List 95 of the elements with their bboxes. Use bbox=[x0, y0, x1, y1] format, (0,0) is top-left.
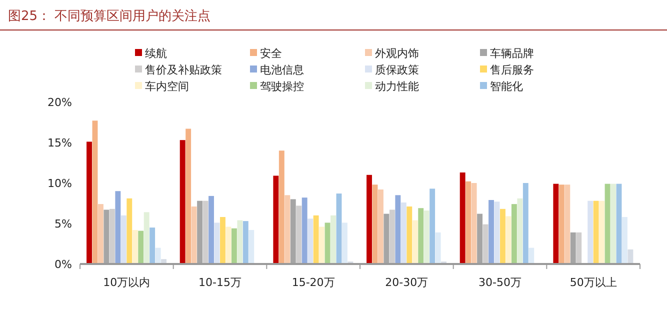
legend-label: 质保政策 bbox=[375, 64, 419, 76]
legend-label: 智能化 bbox=[490, 80, 523, 93]
bar bbox=[109, 208, 115, 264]
bar bbox=[418, 208, 424, 264]
bar bbox=[231, 228, 237, 264]
bar bbox=[616, 184, 622, 264]
bar bbox=[622, 217, 628, 264]
bar bbox=[319, 226, 325, 264]
bar bbox=[296, 206, 302, 264]
bar bbox=[138, 230, 144, 264]
bar bbox=[330, 215, 336, 264]
bar bbox=[610, 184, 616, 264]
bar bbox=[628, 249, 634, 264]
bar bbox=[599, 200, 605, 264]
bar bbox=[202, 200, 208, 264]
legend-label: 车内空间 bbox=[145, 80, 189, 93]
bar bbox=[511, 204, 517, 264]
bar bbox=[273, 176, 279, 264]
legend-label: 外观内饰 bbox=[375, 47, 419, 60]
bar bbox=[86, 142, 92, 264]
x-tick-label: 10万以内 bbox=[103, 276, 150, 289]
bar bbox=[180, 140, 186, 264]
legend-label: 售后服务 bbox=[490, 64, 534, 76]
bar bbox=[302, 198, 308, 264]
x-tick-label: 10-15万 bbox=[198, 276, 242, 289]
bar bbox=[588, 200, 594, 264]
legend-label: 动力性能 bbox=[375, 80, 419, 93]
bar bbox=[435, 232, 441, 264]
y-tick-label: 20% bbox=[48, 96, 72, 109]
bar bbox=[400, 202, 406, 264]
bar bbox=[115, 191, 121, 264]
bar bbox=[155, 248, 161, 264]
x-tick-label: 50万以上 bbox=[570, 276, 617, 289]
bar bbox=[564, 184, 570, 264]
bar bbox=[466, 181, 472, 264]
bar bbox=[517, 198, 523, 264]
legend-label: 安全 bbox=[260, 47, 282, 60]
bar bbox=[284, 195, 290, 264]
y-tick-label: 0% bbox=[54, 258, 72, 271]
bar bbox=[214, 222, 220, 264]
y-tick-label: 10% bbox=[48, 177, 72, 190]
bar bbox=[528, 248, 534, 264]
bar bbox=[424, 210, 430, 264]
bar bbox=[593, 200, 599, 264]
bar bbox=[324, 222, 330, 264]
y-tick-label: 15% bbox=[48, 136, 72, 150]
x-tick-label: 20-30万 bbox=[385, 276, 428, 289]
bar bbox=[278, 150, 284, 264]
x-tick-label: 30-50万 bbox=[478, 276, 522, 289]
bar bbox=[313, 215, 319, 264]
bar bbox=[471, 183, 477, 264]
bar bbox=[242, 221, 248, 264]
bar bbox=[372, 184, 378, 264]
bar bbox=[500, 208, 506, 264]
y-tick-label: 5% bbox=[54, 218, 72, 230]
bar bbox=[522, 183, 528, 264]
bar bbox=[488, 200, 494, 264]
bar bbox=[92, 120, 98, 264]
bar bbox=[430, 188, 436, 264]
chart-title: 图25： 不同预算区间用户的关注点 bbox=[8, 9, 211, 24]
bar bbox=[460, 172, 466, 264]
bar bbox=[308, 218, 314, 264]
bar bbox=[220, 217, 226, 264]
bar bbox=[237, 220, 243, 264]
legend-label: 车辆品牌 bbox=[490, 47, 534, 60]
bar bbox=[395, 195, 401, 264]
bar bbox=[389, 210, 395, 264]
bar bbox=[506, 216, 512, 264]
bar bbox=[494, 202, 500, 264]
x-tick-label: 15-20万 bbox=[292, 276, 335, 289]
bar bbox=[98, 204, 104, 264]
bar bbox=[604, 184, 610, 264]
bar bbox=[226, 226, 232, 264]
legend-label: 售价及补贴政策 bbox=[145, 64, 222, 76]
bar bbox=[248, 230, 254, 264]
bar bbox=[342, 222, 348, 264]
bar bbox=[558, 184, 564, 264]
bar bbox=[132, 230, 138, 264]
bar bbox=[576, 232, 582, 264]
bar bbox=[120, 215, 126, 264]
bar bbox=[150, 228, 156, 264]
legend-label: 电池信息 bbox=[260, 64, 304, 76]
bar bbox=[553, 184, 559, 264]
bar bbox=[208, 196, 214, 264]
bar bbox=[366, 174, 372, 264]
bar bbox=[186, 128, 192, 264]
bar bbox=[191, 206, 197, 264]
legend-label: 续航 bbox=[145, 47, 167, 60]
bar bbox=[126, 198, 132, 264]
bar bbox=[412, 220, 418, 264]
bar bbox=[144, 212, 150, 264]
bar bbox=[406, 206, 412, 264]
bar bbox=[378, 189, 384, 264]
bar bbox=[336, 194, 342, 264]
legend-label: 驾驶操控 bbox=[260, 80, 304, 93]
